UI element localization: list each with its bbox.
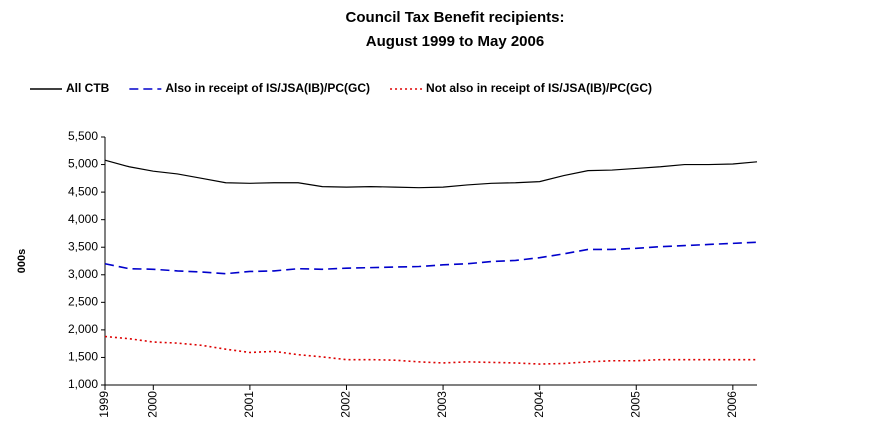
legend-label: All CTB (66, 81, 110, 95)
line-series (104, 159, 758, 189)
legend-label: Also in receipt of IS/JSA(IB)/PC(GC) (165, 81, 370, 95)
y-tick-label: 1,500 (68, 350, 98, 364)
y-tick-label: 4,000 (68, 212, 98, 226)
y-axis-label: 000s (16, 249, 28, 273)
x-tick-label: 2004 (532, 391, 546, 418)
y-tick-label: 5,500 (68, 129, 98, 143)
x-tick-label: 2001 (242, 391, 256, 418)
chart-title: Council Tax Benefit recipients: (346, 9, 565, 26)
x-tick-label: 1999 (97, 391, 111, 418)
x-tick-label: 2002 (339, 391, 353, 418)
y-tick-label: 1,000 (68, 377, 98, 391)
y-tick-label: 5,000 (68, 157, 98, 171)
y-tick-label: 3,000 (68, 267, 98, 281)
line-series (104, 335, 757, 365)
y-tick-label: 2,000 (68, 322, 98, 336)
x-tick-label: 2005 (628, 391, 642, 418)
y-tick-label: 2,500 (68, 295, 98, 309)
x-tick-label: 2006 (725, 391, 739, 418)
x-tick-label: 2003 (435, 391, 449, 418)
y-tick-label: 4,500 (68, 184, 98, 198)
x-tick-label: 2000 (145, 391, 159, 418)
y-tick-label: 3,500 (68, 239, 98, 253)
chart-title: August 1999 to May 2006 (366, 33, 544, 50)
line-series (104, 241, 758, 275)
legend-label: Not also in receipt of IS/JSA(IB)/PC(GC) (426, 81, 652, 95)
